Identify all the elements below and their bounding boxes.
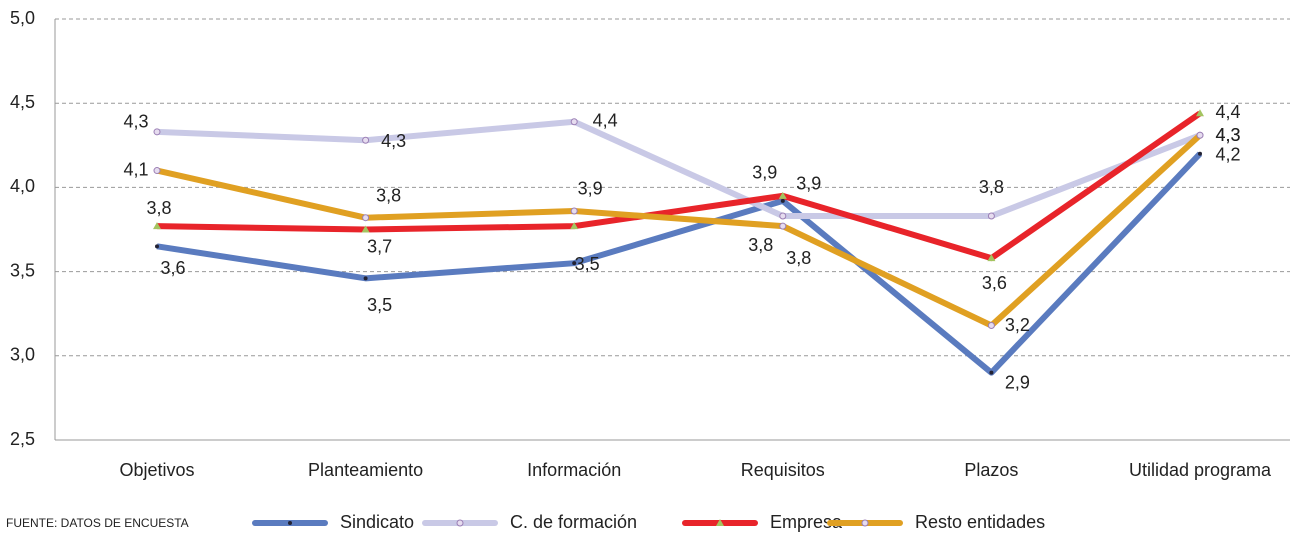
x-tick-label: Objetivos — [119, 460, 194, 480]
legend-label: Sindicato — [340, 512, 414, 532]
point-marker — [153, 167, 161, 175]
x-tick-label: Planteamiento — [308, 460, 423, 480]
data-label: 4,3 — [1215, 125, 1240, 145]
legend-label: C. de formación — [510, 512, 637, 532]
point-marker — [1198, 151, 1202, 156]
point-marker — [153, 222, 161, 230]
data-label: 4,1 — [123, 159, 148, 179]
point-marker — [570, 207, 578, 215]
legend-marker — [716, 519, 724, 526]
point-marker — [778, 191, 787, 199]
data-label: 4,3 — [123, 112, 148, 132]
data-label: 3,8 — [146, 198, 171, 218]
series-line — [156, 151, 1203, 376]
point-marker — [779, 212, 787, 220]
data-label: 3,6 — [160, 258, 185, 278]
legend-label: Empresa — [770, 512, 843, 532]
x-tick-label: Requisitos — [741, 460, 825, 480]
data-label: 3,8 — [748, 235, 773, 255]
y-tick-label: 2,5 — [10, 429, 35, 449]
data-label: 4,2 — [1215, 144, 1240, 164]
point-marker — [779, 222, 787, 230]
data-label: 3,8 — [786, 248, 811, 268]
data-label: 3,8 — [979, 177, 1004, 197]
data-label: 3,9 — [796, 174, 821, 194]
point-marker — [362, 214, 370, 222]
data-label: 3,7 — [367, 236, 392, 256]
legend-label: Resto entidades — [915, 512, 1045, 532]
data-label: 4,4 — [1215, 102, 1240, 122]
point-marker — [1196, 109, 1204, 117]
data-label: 3,9 — [578, 179, 603, 199]
point-marker — [155, 244, 159, 249]
data-label: 4,4 — [593, 110, 618, 130]
point-marker — [153, 128, 161, 136]
data-label: 2,9 — [1005, 372, 1030, 392]
point-marker — [987, 254, 996, 262]
data-label: 3,2 — [1005, 315, 1030, 335]
point-marker — [1196, 131, 1204, 139]
point-marker — [361, 225, 370, 233]
series-line — [156, 118, 1202, 220]
legend-marker — [861, 519, 869, 527]
legend-marker — [288, 521, 292, 525]
data-label: 3,5 — [575, 254, 600, 274]
point-marker — [363, 276, 368, 281]
data-label: 3,9 — [752, 163, 777, 183]
y-tick-label: 4,5 — [10, 92, 35, 112]
data-label: 3,6 — [982, 273, 1007, 293]
x-tick-label: Utilidad programa — [1129, 460, 1272, 480]
point-marker — [570, 222, 579, 230]
data-label: 3,5 — [367, 295, 392, 315]
series-line — [156, 110, 1202, 262]
point-marker — [572, 261, 577, 266]
data-label: 3,8 — [376, 185, 401, 205]
point-marker — [987, 212, 995, 220]
y-tick-label: 3,5 — [10, 260, 35, 280]
x-tick-label: Plazos — [964, 460, 1018, 480]
series-line — [156, 132, 1203, 329]
y-tick-label: 4,0 — [10, 176, 35, 196]
y-tick-label: 5,0 — [10, 8, 35, 28]
point-marker — [362, 136, 370, 144]
data-label: 4,3 — [1215, 125, 1240, 145]
point-marker — [570, 118, 578, 126]
x-tick-label: Información — [527, 460, 621, 480]
legend-marker — [456, 519, 464, 527]
source-note: FUENTE: DATOS DE ENCUESTA — [6, 516, 189, 530]
point-marker — [780, 198, 785, 203]
point-marker — [989, 370, 994, 375]
y-tick-label: 3,0 — [10, 345, 35, 365]
point-marker — [987, 321, 995, 329]
data-label: 4,3 — [381, 131, 406, 151]
